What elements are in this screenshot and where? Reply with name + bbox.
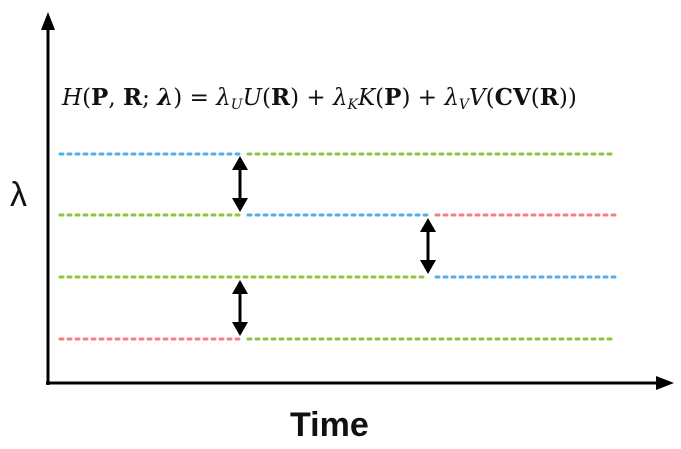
x-axis-label: Time — [290, 406, 369, 444]
swap-arrow-3 — [232, 280, 248, 336]
hamiltonian-equation: H(P, R; λ) = λUU(R) + λKK(P) + λVV(CV(R)… — [62, 84, 577, 113]
x-axis-arrowhead — [656, 376, 674, 390]
swap-arrow-2 — [420, 218, 436, 274]
y-axis-label: λ — [10, 176, 27, 214]
swap-arrow-1 — [232, 156, 248, 212]
level-lines — [58, 152, 618, 341]
y-axis-arrowhead — [41, 12, 55, 30]
